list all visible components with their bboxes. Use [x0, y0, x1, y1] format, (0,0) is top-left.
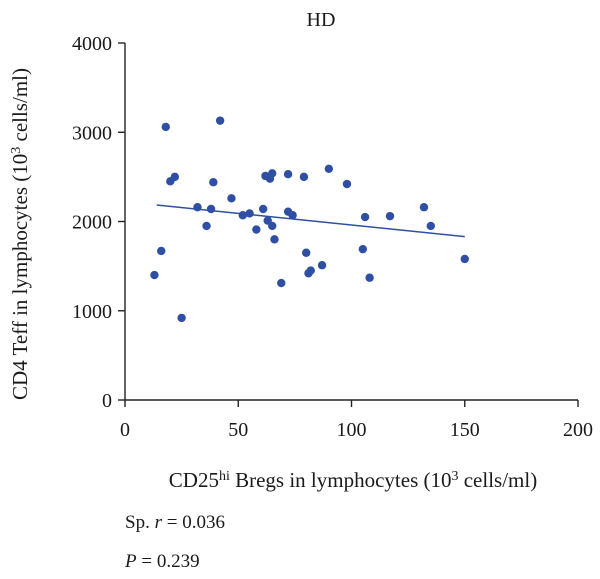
x-tick-label: 150 [450, 419, 480, 441]
data-point [365, 273, 374, 282]
data-point [342, 179, 352, 189]
data-point [283, 169, 293, 179]
data-point [385, 211, 395, 221]
y-axis-label-superscript: 3 [9, 147, 24, 154]
data-point [252, 225, 261, 234]
data-point [227, 194, 236, 203]
r-value: = 0.036 [162, 512, 225, 533]
data-point [161, 122, 170, 132]
data-point [360, 212, 370, 222]
r-prefix: Sp. [125, 512, 155, 533]
data-point [177, 313, 186, 323]
data-point [324, 164, 334, 174]
x-axis-label-prefix: CD25 [169, 468, 219, 492]
data-point [268, 221, 277, 231]
chart-title: HD [307, 9, 336, 31]
x-tick-label: 0 [120, 419, 130, 441]
data-point [426, 221, 435, 231]
x-tick-label: 100 [337, 419, 367, 441]
data-point [202, 221, 211, 231]
data-point [358, 244, 368, 254]
data-point [270, 235, 279, 244]
x-axis-label-unit-superscript: 3 [451, 469, 458, 484]
data-point [170, 172, 180, 182]
y-axis-label-main: CD4 Teff in lymphocytes (10 [8, 154, 32, 400]
x-tick-label: 200 [563, 419, 593, 441]
axes [124, 43, 578, 401]
data-point [258, 204, 268, 214]
x-axis-label-suffix: cells/ml) [458, 468, 537, 492]
data-points [150, 116, 469, 323]
regression-line [156, 204, 465, 238]
x-axis-label-middle: Bregs in lymphocytes (10 [230, 468, 452, 492]
data-point [288, 211, 297, 220]
data-point [268, 169, 277, 178]
data-point [317, 261, 327, 270]
data-point [460, 254, 469, 264]
y-tick-label: 1000 [72, 301, 112, 323]
y-tick-label: 2000 [72, 212, 112, 234]
y-axis-label-suffix: cells/ml) [8, 68, 32, 147]
data-point [245, 209, 254, 218]
y-tick-label: 3000 [72, 122, 112, 144]
data-point [238, 211, 247, 220]
data-point [206, 204, 216, 214]
data-point [193, 203, 202, 212]
x-axis-label-superscript: hi [219, 469, 230, 484]
data-point [277, 278, 286, 288]
data-point [306, 266, 315, 275]
p-symbol: P [124, 551, 137, 572]
y-tick-label: 0 [102, 390, 112, 412]
x-tick-label: 50 [228, 419, 248, 441]
data-point [209, 178, 218, 187]
r-symbol: r [155, 512, 163, 533]
y-tick-label: 4000 [72, 33, 112, 55]
p-value-annotation: P = 0.239 [124, 551, 200, 572]
data-point [157, 246, 166, 256]
x-axis-label: CD25hi Bregs in lymphocytes (103 cells/m… [169, 468, 537, 492]
data-point [215, 116, 225, 125]
y-ticks: 0 1000 2000 3000 4000 [72, 33, 125, 412]
data-point [150, 270, 159, 280]
spearman-r-annotation: Sp. r = 0.036 [125, 512, 225, 533]
data-point [419, 203, 429, 212]
p-value: = 0.239 [137, 551, 200, 572]
x-ticks: 0 50 100 150 200 [120, 400, 593, 441]
data-point [302, 248, 311, 257]
y-axis-label: CD4 Teff in lymphocytes (103 cells/ml) [8, 68, 32, 400]
data-point [299, 172, 309, 182]
